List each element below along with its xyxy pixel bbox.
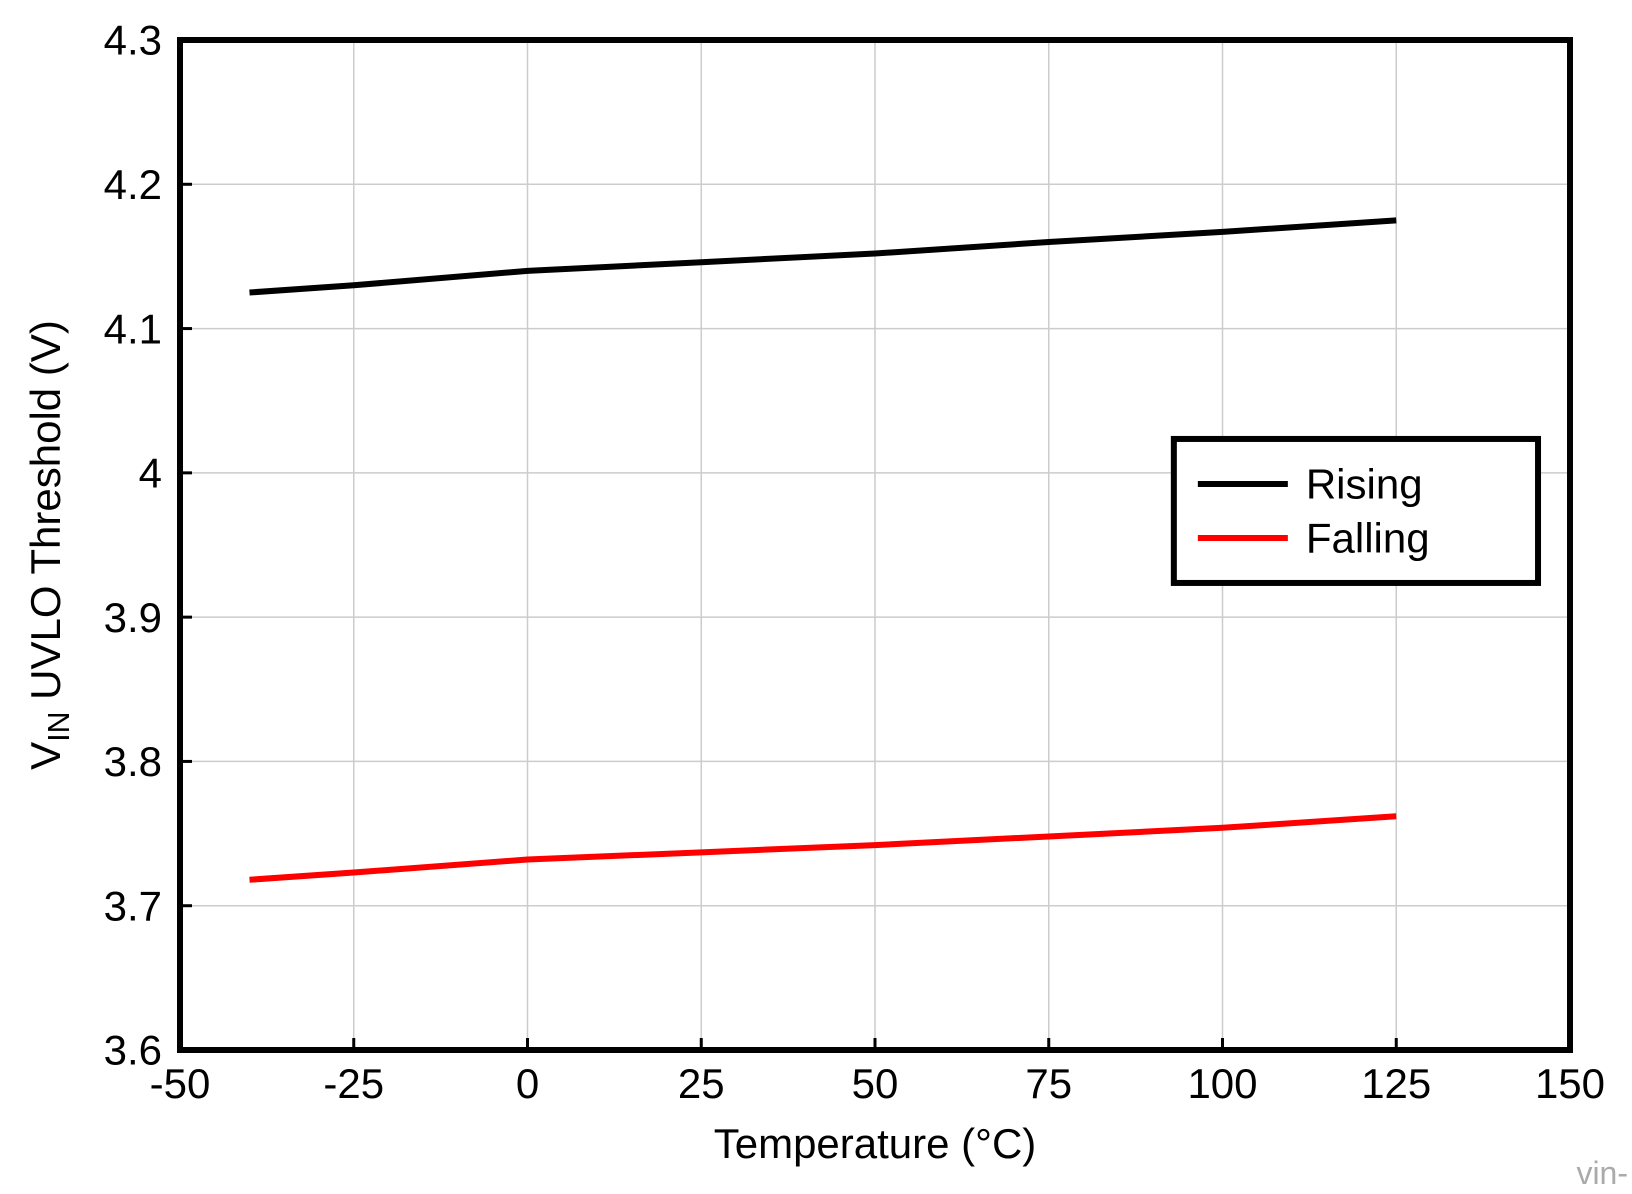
ytick-label: 4.3 [104, 17, 162, 64]
legend-label: Falling [1306, 515, 1430, 562]
x-axis-label: Temperature (°C) [714, 1120, 1037, 1167]
y-axis-label: VIN UVLO Threshold (V) [22, 320, 76, 770]
xtick-label: 50 [852, 1060, 899, 1107]
xtick-label: 0 [516, 1060, 539, 1107]
uvlo-threshold-chart: -50-2502550751001251503.63.73.83.944.14.… [0, 0, 1632, 1194]
xtick-label: 100 [1187, 1060, 1257, 1107]
footer-note: vin- [1576, 1155, 1628, 1192]
xtick-label: 150 [1535, 1060, 1605, 1107]
xtick-label: 25 [678, 1060, 725, 1107]
ytick-label: 3.7 [104, 882, 162, 929]
legend-label: Rising [1306, 461, 1423, 508]
chart-canvas: -50-2502550751001251503.63.73.83.944.14.… [0, 0, 1632, 1194]
ytick-label: 3.8 [104, 738, 162, 785]
ytick-label: 4 [139, 450, 162, 497]
ytick-label: 3.9 [104, 594, 162, 641]
ytick-label: 4.2 [104, 161, 162, 208]
xtick-label: 125 [1361, 1060, 1431, 1107]
ytick-label: 4.1 [104, 305, 162, 352]
xtick-label: -25 [323, 1060, 384, 1107]
xtick-label: 75 [1025, 1060, 1072, 1107]
legend: Rising Falling [1174, 439, 1538, 583]
ytick-label: 3.6 [104, 1027, 162, 1074]
